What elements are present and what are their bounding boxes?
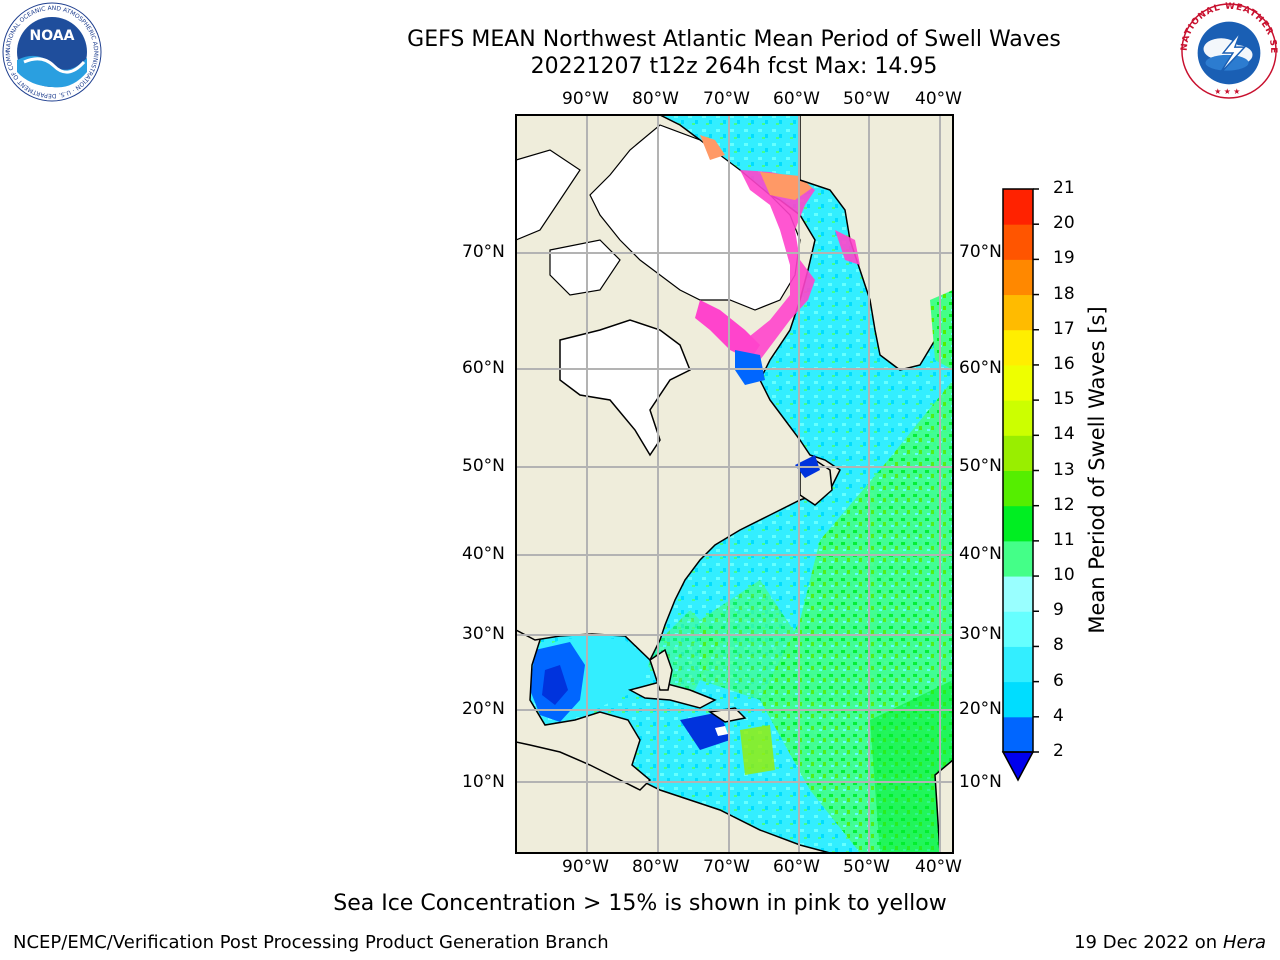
- lat-label-left: 10°N: [462, 772, 505, 792]
- colorbar-tick-label: 15: [1053, 389, 1075, 410]
- lat-label-left: 50°N: [462, 456, 505, 476]
- colorbar-band: [1003, 189, 1033, 225]
- colorbar-tick-label: 4: [1053, 705, 1064, 726]
- colorbar-tick-label: 20: [1053, 213, 1075, 234]
- colorbar-tick-label: 13: [1053, 459, 1075, 480]
- lon-label-bottom: 60°W: [773, 857, 820, 877]
- lon-label-top: 40°W: [915, 89, 962, 109]
- colorbar-tick-label: 21: [1053, 178, 1075, 198]
- colorbar-under-arrow: [1001, 751, 1035, 782]
- noaa-text: NOAA: [30, 28, 75, 44]
- colorbar-band: [1003, 611, 1033, 647]
- baffin-ice-edge: [735, 170, 815, 365]
- land-greenland: [799, 115, 953, 371]
- lon-label-top: 90°W: [562, 89, 609, 109]
- colorbar: [1001, 188, 1039, 782]
- colorbar-band: [1003, 259, 1033, 296]
- colorbar-band: [1003, 716, 1033, 753]
- colorbar-band: [1003, 681, 1033, 718]
- lat-label-right: 50°N: [959, 456, 1002, 476]
- lon-label-top: 80°W: [632, 89, 679, 109]
- lon-label-top: 60°W: [773, 89, 820, 109]
- lat-label-left: 20°N: [462, 699, 505, 719]
- lon-label-bottom: 40°W: [915, 857, 962, 877]
- colorbar-label: Mean Period of Swell Waves [s]: [1085, 306, 1109, 634]
- nws-logo: NATIONAL WEATHER SERVICE ★ ★ ★: [1180, 2, 1277, 99]
- colorbar-band: [1003, 505, 1033, 542]
- footer-host: Hera: [1222, 932, 1266, 953]
- colorbar-band: [1003, 294, 1033, 331]
- colorbar-band: [1003, 435, 1033, 471]
- footer-branch: NCEP/EMC/Verification Post Processing Pr…: [13, 932, 609, 953]
- colorbar-tick-label: 16: [1053, 353, 1075, 374]
- lon-label-top: 50°W: [843, 89, 890, 109]
- colorbar-tick-label: 12: [1053, 494, 1075, 515]
- colorbar-band: [1003, 646, 1033, 683]
- colorbar-band: [1003, 224, 1033, 260]
- lon-label-top: 70°W: [703, 89, 750, 109]
- colorbar-tick-label: 6: [1053, 670, 1064, 691]
- colorbar-band: [1003, 540, 1033, 577]
- graticule: [516, 115, 953, 853]
- land-central-america: [516, 599, 652, 791]
- lat-label-right: 70°N: [959, 242, 1002, 262]
- lat-label-right: 30°N: [959, 624, 1002, 644]
- colorbar-tick-label: 9: [1053, 600, 1064, 621]
- colorbar-tick-label: 19: [1053, 248, 1075, 269]
- colorbar-band: [1003, 364, 1033, 401]
- lon-label-bottom: 80°W: [632, 857, 679, 877]
- colorbar-tick-label: 8: [1053, 635, 1064, 656]
- lat-label-left: 70°N: [462, 242, 505, 262]
- lat-label-left: 30°N: [462, 624, 505, 644]
- colorbar-tick-label: 14: [1053, 424, 1075, 445]
- lat-label-right: 20°N: [959, 699, 1002, 719]
- lon-label-bottom: 50°W: [843, 857, 890, 877]
- lon-label-bottom: 90°W: [562, 857, 609, 877]
- sea-ice-note: Sea Ice Concentration > 15% is shown in …: [333, 891, 947, 916]
- map-frame: [515, 114, 954, 854]
- colorbar-tick-label: 2: [1053, 741, 1064, 761]
- colorbar-tick-label: 17: [1053, 318, 1075, 339]
- map-subtitle: 20221207 t12z 264h fcst Max: 14.95: [530, 54, 938, 79]
- colorbar-tick-label: 10: [1053, 565, 1075, 586]
- colorbar-band: [1003, 400, 1033, 436]
- lat-label-right: 10°N: [959, 772, 1002, 792]
- svg-text:★ ★ ★: ★ ★ ★: [1214, 87, 1240, 96]
- map-title: GEFS MEAN Northwest Atlantic Mean Period…: [407, 27, 1061, 52]
- colorbar-tick-label: 11: [1053, 529, 1075, 550]
- lon-label-bottom: 70°W: [703, 857, 750, 877]
- footer-date: 19 Dec 2022 on Hera: [1074, 932, 1266, 953]
- lat-label-right: 60°N: [959, 358, 1002, 378]
- lat-label-left: 40°N: [462, 544, 505, 564]
- footer-date-text: 19 Dec 2022 on: [1074, 932, 1218, 953]
- lat-label-left: 60°N: [462, 358, 505, 378]
- colorbar-band: [1003, 470, 1033, 507]
- noaa-logo: NATIONAL OCEANIC AND ATMOSPHERIC ADMINIS…: [2, 2, 102, 102]
- colorbar-band: [1003, 329, 1033, 366]
- colorbar-tick-label: 18: [1053, 283, 1075, 304]
- lat-label-right: 40°N: [959, 544, 1002, 564]
- colorbar-band: [1003, 576, 1033, 612]
